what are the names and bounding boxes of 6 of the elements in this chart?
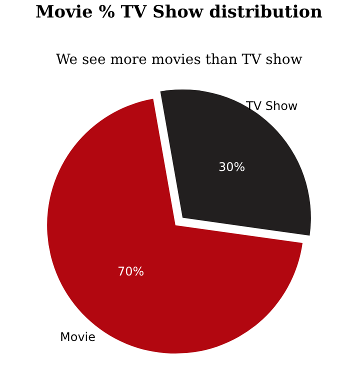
- slice-label: Movie: [60, 330, 96, 344]
- data-label: 30%: [218, 160, 246, 174]
- chart-subtitle: We see more movies than TV show: [56, 52, 302, 68]
- data-label: 70%: [118, 264, 144, 278]
- chart-title: Movie % TV Show distribution: [35, 2, 323, 23]
- slice-label: TV Show: [245, 99, 298, 113]
